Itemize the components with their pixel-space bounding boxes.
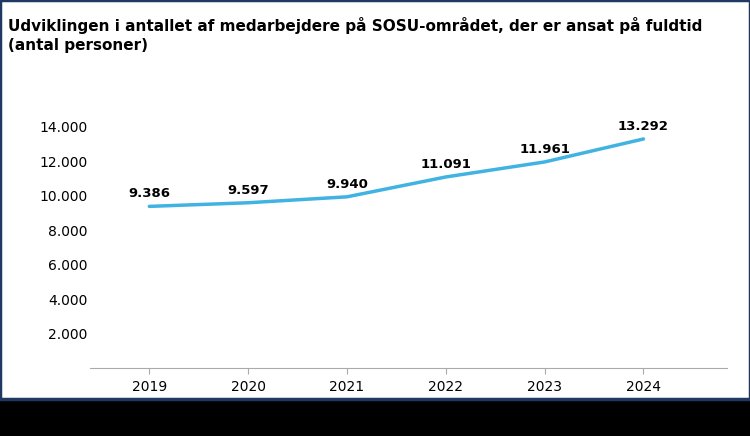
Text: 9.940: 9.940 — [326, 178, 368, 191]
Text: 9.597: 9.597 — [227, 184, 269, 197]
Text: 13.292: 13.292 — [618, 120, 669, 133]
Text: 11.961: 11.961 — [519, 143, 570, 156]
Text: Udviklingen i antallet af medarbejdere på SOSU-området, der er ansat på fuldtid
: Udviklingen i antallet af medarbejdere p… — [8, 17, 702, 53]
Text: 11.091: 11.091 — [421, 158, 471, 171]
Text: 9.386: 9.386 — [128, 187, 170, 201]
